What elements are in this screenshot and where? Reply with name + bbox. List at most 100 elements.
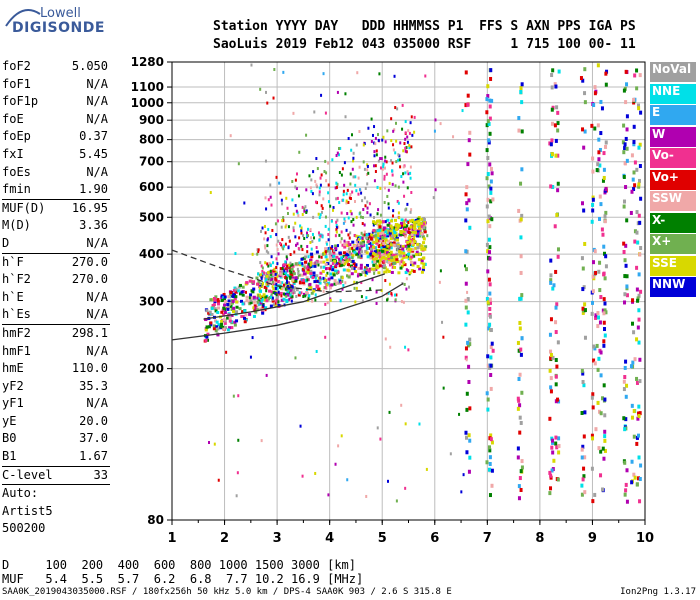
echo-point	[629, 364, 633, 369]
echo-point	[312, 271, 316, 275]
echo-point	[403, 282, 406, 286]
echo-point	[407, 269, 410, 273]
echo-point	[334, 462, 337, 466]
parameter-value: N/A	[86, 289, 108, 304]
echo-point	[408, 271, 412, 275]
echo-point	[486, 300, 490, 305]
echo-point	[322, 265, 326, 269]
echo-point	[340, 211, 343, 215]
echo-point	[630, 189, 634, 194]
echo-point	[410, 263, 413, 267]
echo-point	[377, 159, 380, 163]
echo-point	[262, 304, 265, 308]
echo-point	[285, 279, 288, 283]
y-tick-label: 80	[147, 513, 164, 527]
echo-point	[553, 123, 557, 128]
echo-point	[279, 241, 282, 245]
echo-point	[372, 257, 376, 261]
parameter-row: foF1 N/A	[0, 76, 112, 94]
echo-point	[324, 224, 327, 228]
parameter-name: D	[2, 235, 10, 250]
echo-point	[417, 258, 421, 262]
echo-point	[549, 184, 553, 189]
echo-point	[381, 231, 385, 235]
echo-point	[623, 375, 627, 380]
echo-point	[347, 275, 351, 279]
echo-point	[311, 262, 315, 266]
echo-point	[333, 282, 337, 286]
echo-point	[368, 202, 371, 206]
echo-point	[465, 201, 469, 206]
echo-point	[361, 242, 365, 246]
echo-point	[365, 266, 368, 270]
echo-point	[343, 161, 346, 165]
parameter-name: Artist5	[2, 503, 53, 518]
echo-point	[260, 299, 263, 303]
echo-point	[332, 208, 335, 212]
echo-point	[276, 262, 279, 266]
echo-point	[294, 356, 297, 360]
logo-arc-icon	[5, 9, 41, 27]
echo-point	[557, 436, 561, 441]
echo-point	[311, 276, 315, 280]
echo-point	[206, 332, 210, 336]
echo-point	[241, 315, 245, 319]
echo-point	[366, 164, 369, 168]
echo-point	[625, 218, 629, 223]
echo-point	[213, 442, 216, 446]
echo-point	[390, 234, 394, 238]
echo-point	[303, 209, 306, 213]
parameter-name: M(D)	[2, 218, 31, 233]
echo-point	[581, 444, 585, 449]
echo-point	[383, 200, 386, 204]
echo-point	[330, 256, 333, 260]
parameter-row: foF1p N/A	[0, 93, 112, 111]
echo-point	[386, 223, 390, 227]
echo-point	[287, 286, 291, 290]
echo-point	[278, 181, 281, 185]
echo-point	[464, 218, 468, 223]
echo-point	[637, 340, 641, 345]
echo-point	[269, 235, 272, 239]
echo-point	[518, 430, 522, 435]
echo-point	[251, 336, 254, 340]
echo-point	[581, 127, 585, 132]
echo-point	[228, 326, 232, 330]
echo-point	[486, 119, 490, 124]
logo-text-digisonde: DIGISONDE	[12, 20, 105, 36]
echo-point	[297, 194, 300, 198]
echo-point	[299, 224, 302, 228]
echo-point	[485, 391, 489, 396]
echo-point	[397, 153, 400, 157]
echo-point	[411, 230, 415, 234]
echo-point	[348, 236, 351, 240]
echo-point	[639, 196, 643, 201]
echo-point	[353, 234, 356, 238]
echo-point	[517, 208, 521, 213]
echo-point	[403, 228, 407, 232]
echo-point	[485, 110, 489, 115]
echo-point	[338, 201, 341, 205]
echo-point	[220, 296, 224, 300]
echo-point	[297, 271, 300, 275]
echo-point	[400, 175, 403, 179]
echo-point	[286, 264, 289, 268]
echo-point	[352, 223, 355, 227]
echo-point	[368, 254, 372, 258]
echo-point	[344, 219, 347, 223]
echo-point	[251, 252, 254, 256]
echo-point	[381, 240, 385, 244]
echo-point	[270, 290, 273, 294]
echo-point	[382, 234, 386, 238]
echo-point	[638, 499, 642, 504]
echo-point	[282, 216, 285, 220]
echo-point	[284, 287, 287, 291]
echo-point	[636, 433, 640, 438]
echo-point	[401, 103, 404, 107]
echo-point	[624, 69, 628, 74]
echo-point	[489, 344, 493, 349]
echo-point	[284, 225, 287, 229]
echo-point	[349, 197, 352, 201]
echo-point	[625, 468, 629, 473]
echo-point	[307, 262, 310, 266]
